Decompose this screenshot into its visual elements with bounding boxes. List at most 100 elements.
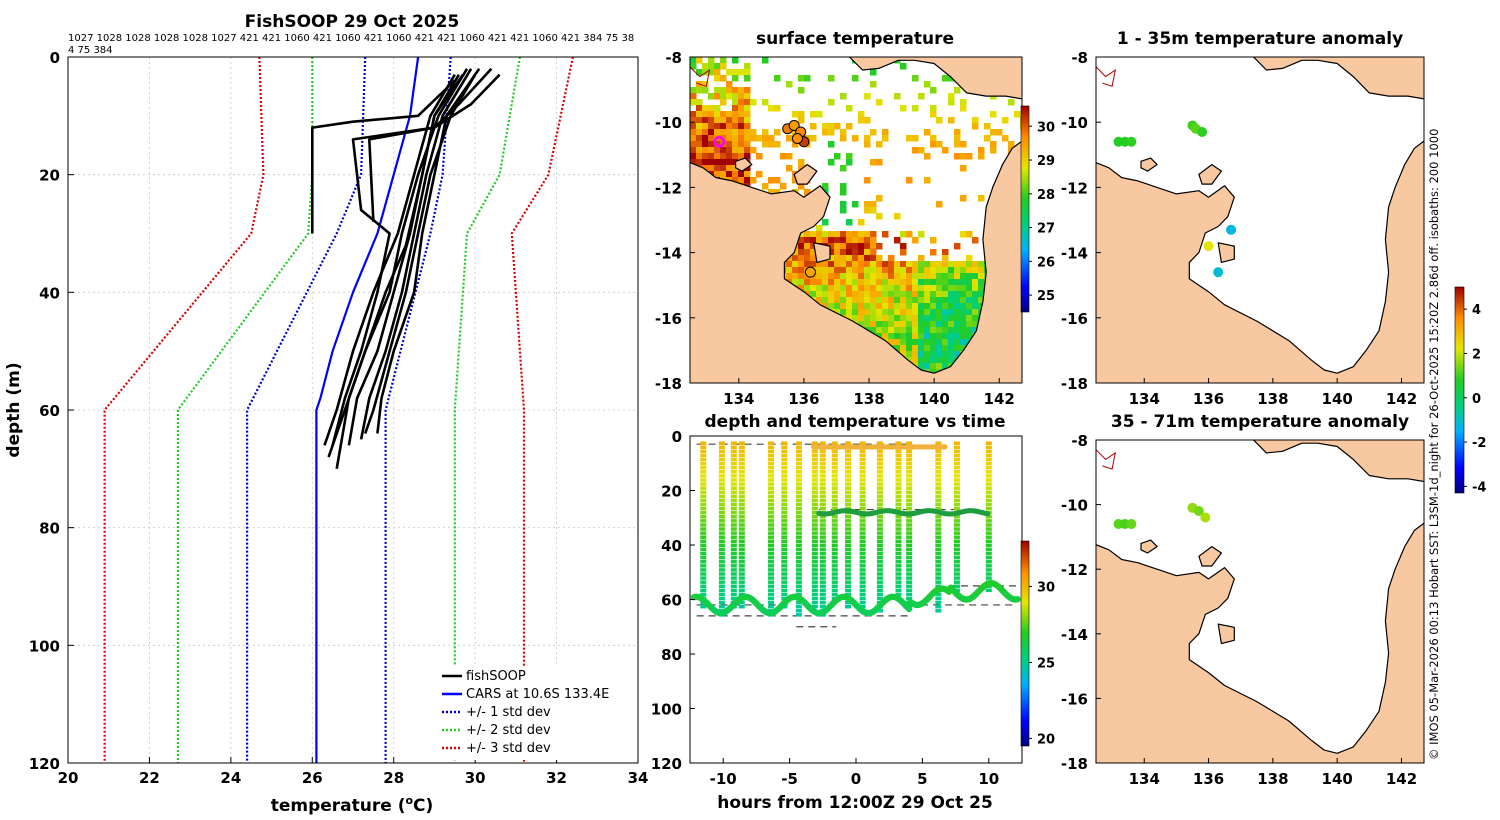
ts-dive-sample bbox=[781, 527, 788, 531]
ts-dive-sample bbox=[985, 478, 992, 482]
ts-dive-sample bbox=[895, 453, 902, 458]
profile-sd3-lower bbox=[103, 56, 265, 763]
sst-cell bbox=[948, 291, 955, 298]
ts-dive-sample bbox=[795, 568, 802, 572]
ts-dive-sample bbox=[718, 592, 725, 597]
ts-dive-sample bbox=[895, 572, 902, 576]
sst-cell bbox=[846, 309, 853, 316]
sst-cell bbox=[960, 321, 967, 328]
sst-cell bbox=[744, 69, 751, 76]
sst-cell bbox=[846, 249, 853, 256]
sst-cell bbox=[1008, 141, 1015, 148]
sst-cell bbox=[762, 99, 769, 106]
sst-cell bbox=[870, 69, 877, 76]
sst-cell bbox=[948, 273, 955, 280]
sst-cell bbox=[936, 303, 943, 310]
sst-cell bbox=[894, 279, 901, 286]
ts-dive-sample bbox=[700, 523, 707, 527]
sst-cell bbox=[906, 315, 913, 322]
profile-xtick-label: 20 bbox=[58, 769, 79, 787]
ts-dive-sample bbox=[768, 486, 775, 490]
sst-cell bbox=[954, 345, 961, 352]
ts-dive-sample bbox=[795, 564, 802, 568]
ts-dive-sample bbox=[845, 498, 852, 503]
sst-cell bbox=[906, 279, 913, 286]
sst-cell bbox=[738, 153, 745, 160]
sst-cell bbox=[708, 69, 715, 76]
ts-dive-sample bbox=[768, 592, 775, 597]
sst-cell bbox=[852, 135, 859, 142]
profile-fishsoop-line bbox=[310, 79, 456, 234]
sst-cell bbox=[876, 267, 883, 274]
sst-cell bbox=[732, 171, 739, 178]
ts-dive-sample bbox=[895, 441, 902, 445]
sst-cell bbox=[858, 255, 865, 262]
ts-dive-sample bbox=[738, 572, 745, 576]
ts-dive-sample bbox=[906, 531, 913, 535]
ts-dive-sample bbox=[730, 441, 737, 445]
sst-cell bbox=[726, 153, 733, 160]
sst-cell bbox=[960, 231, 967, 238]
sst-cell bbox=[822, 231, 829, 238]
ts-dive-sample bbox=[906, 588, 913, 593]
ts-dive-sample bbox=[819, 515, 826, 519]
sst-cell bbox=[726, 141, 733, 148]
sst-cell bbox=[816, 111, 823, 118]
ts-dive-sample bbox=[795, 519, 802, 523]
ts-dive-sample bbox=[953, 498, 960, 503]
ts-dive-sample bbox=[859, 470, 866, 474]
sst-cell bbox=[870, 237, 877, 244]
map-xtick-label: 140 bbox=[1322, 770, 1353, 788]
sst-cell bbox=[912, 333, 919, 340]
sst-cell bbox=[954, 309, 961, 316]
ts-dive-sample bbox=[718, 588, 725, 593]
ts-dive-sample bbox=[906, 502, 913, 507]
sst-cell bbox=[798, 237, 805, 244]
ts-dive-sample bbox=[985, 498, 992, 503]
sst-cell bbox=[852, 237, 859, 244]
sst-cell bbox=[918, 315, 925, 322]
ts-dive-sample bbox=[831, 515, 838, 519]
ts-dive-sample bbox=[795, 506, 802, 511]
ts-dive-sample bbox=[845, 539, 852, 544]
ts-dive-sample bbox=[795, 584, 802, 589]
ts-dive-sample bbox=[985, 453, 992, 458]
ts-dive-sample bbox=[781, 453, 788, 458]
ts-dive-sample bbox=[845, 494, 852, 499]
ts-dive-sample bbox=[819, 461, 826, 466]
legend-label-fishsoop: fishSOOP bbox=[466, 669, 526, 684]
ts-dive-sample bbox=[768, 584, 775, 589]
ts-dive-sample bbox=[935, 441, 942, 445]
sst-cell bbox=[840, 135, 847, 142]
ts-dive-sample bbox=[730, 465, 737, 470]
sst-cell bbox=[870, 273, 877, 280]
ts-dive-sample bbox=[831, 457, 838, 462]
sst-cell bbox=[936, 363, 943, 370]
sst-cell bbox=[738, 123, 745, 130]
map-ytick-label: -16 bbox=[1061, 310, 1088, 328]
sst-cell bbox=[996, 129, 1003, 136]
sst-cell bbox=[918, 309, 925, 316]
sst-cell bbox=[888, 297, 895, 304]
ts-dive-sample bbox=[935, 502, 942, 507]
ts-dive-sample bbox=[811, 584, 818, 589]
sst-cell bbox=[720, 87, 727, 94]
sst-cell bbox=[912, 147, 919, 154]
ts-dive-sample bbox=[730, 482, 737, 486]
ts-dive-sample bbox=[795, 457, 802, 462]
sst-cell bbox=[960, 195, 967, 202]
sst-cell bbox=[966, 255, 973, 262]
map-ytick-label: -18 bbox=[1061, 755, 1088, 773]
sst-cell bbox=[948, 351, 955, 358]
sst-cell bbox=[954, 135, 961, 142]
ts-dive-sample bbox=[768, 461, 775, 466]
sst-cell bbox=[972, 267, 979, 274]
sst-cell bbox=[876, 159, 883, 166]
sst-cell bbox=[918, 261, 925, 268]
sst-cell bbox=[846, 315, 853, 322]
sst-cell bbox=[882, 315, 889, 322]
sst-cell bbox=[954, 303, 961, 310]
ts-dive-sample bbox=[906, 461, 913, 466]
sst-cell bbox=[720, 117, 727, 124]
sst-cell bbox=[840, 291, 847, 298]
